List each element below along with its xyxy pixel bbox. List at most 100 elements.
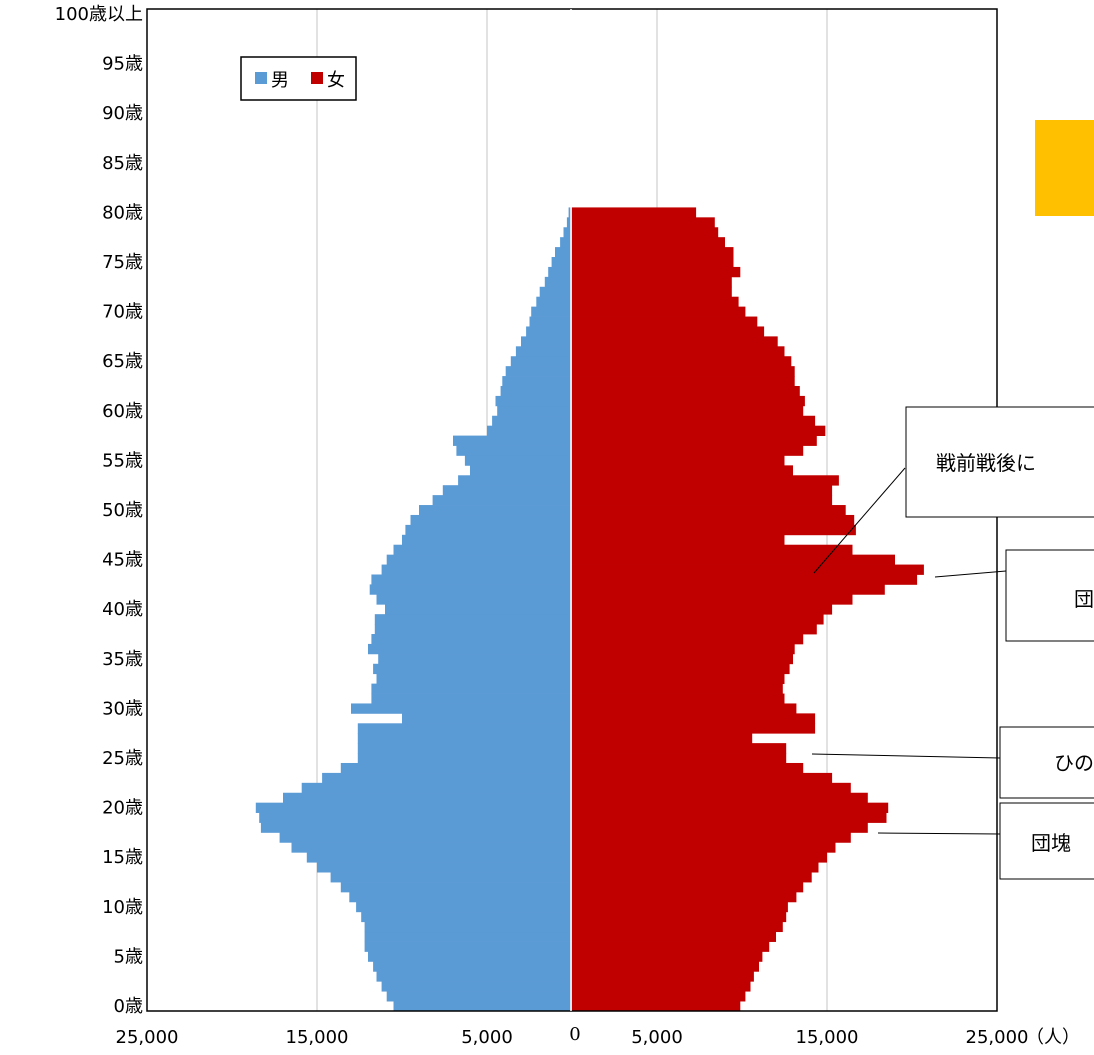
y-tick-label: 95歳: [102, 54, 143, 75]
bar-female-age-32: [572, 683, 783, 694]
bar-female-age-66: [572, 346, 785, 357]
annotation-box-2: [1005, 549, 1094, 642]
bar-female-age-74: [572, 266, 741, 278]
bar-male-age-34: [373, 663, 572, 675]
bar-male-age-49: [410, 514, 572, 526]
bar-female-age-10: [572, 901, 788, 913]
bar-female-age-76: [572, 247, 734, 258]
bar-male-age-59: [492, 415, 572, 427]
bar-male-age-43: [371, 574, 572, 585]
bar-female-age-72: [572, 286, 732, 298]
bar-female-age-23: [572, 772, 833, 784]
bar-female-age-3: [572, 971, 754, 982]
x-tick-label-right: 15,000: [796, 1027, 859, 1048]
bar-male-age-2: [381, 981, 572, 992]
bar-male-age-38: [374, 624, 572, 635]
bar-male-age-48: [405, 524, 572, 536]
bar-male-age-10: [356, 901, 572, 913]
bar-male-age-11: [349, 891, 572, 903]
bar-male-age-21: [283, 792, 572, 804]
bar-male-age-53: [458, 475, 572, 486]
bar-female-age-9: [572, 911, 787, 923]
bar-female-age-36: [572, 643, 795, 655]
y-tick-label: 100歳以上: [55, 4, 143, 25]
bar-female-age-12: [572, 882, 804, 893]
y-tick-label: 40歳: [102, 599, 143, 620]
bar-female-age-53: [572, 475, 839, 486]
bar-female-age-71: [572, 296, 739, 308]
bar-female-age-64: [572, 366, 795, 377]
bar-male-age-61: [495, 395, 572, 407]
bar-female-age-42: [572, 584, 885, 595]
bar-male-age-79: [566, 217, 572, 228]
y-tick-label: 30歳: [102, 698, 143, 719]
bar-male-age-52: [442, 485, 572, 496]
bar-male-age-15: [306, 852, 572, 863]
x-axis-unit-label: （人）: [1026, 1027, 1080, 1048]
bar-female-age-52: [572, 485, 833, 496]
bar-male-age-64: [505, 366, 572, 377]
annotation-callout-2: 団: [934, 549, 1094, 642]
bar-female-age-57: [572, 435, 817, 446]
y-tick-label: 0歳: [114, 996, 143, 1017]
bar-male-age-5: [368, 951, 572, 962]
bar-male-age-54: [470, 465, 572, 476]
bar-male-age-7: [364, 931, 572, 942]
bar-male-age-72: [539, 286, 572, 298]
bar-male-age-33: [376, 673, 572, 685]
orange-marker-box: [1035, 120, 1094, 216]
bar-female-age-7: [572, 931, 776, 942]
y-tick-label: 45歳: [102, 550, 143, 571]
bar-female-age-61: [572, 395, 805, 407]
annotation-leader-1: [813, 467, 906, 574]
bar-male-age-29: [402, 713, 572, 724]
bar-male-age-65: [510, 356, 572, 367]
bar-female-age-34: [572, 663, 790, 675]
bar-female-age-41: [572, 594, 853, 605]
bar-female-age-19: [572, 812, 887, 823]
y-tick-label: 60歳: [102, 401, 143, 422]
bar-female-age-69: [572, 316, 758, 327]
bar-female-age-78: [572, 227, 719, 238]
bar-male-age-58: [487, 425, 572, 436]
bar-female-age-24: [572, 762, 804, 774]
y-tick-label: 50歳: [102, 500, 143, 521]
bar-female-age-59: [572, 415, 816, 427]
bar-male-age-16: [291, 842, 572, 853]
bar-male-age-14: [317, 862, 572, 873]
bar-female-age-48: [572, 524, 856, 536]
bar-male-age-17: [279, 832, 572, 843]
bar-male-age-73: [544, 276, 572, 288]
annotation-callout-1: 戦前戦後に: [813, 406, 1094, 574]
bar-female-age-14: [572, 862, 819, 873]
bar-male-age-56: [456, 445, 572, 456]
bar-female-age-65: [572, 356, 792, 367]
bar-female-age-54: [572, 465, 793, 476]
bar-male-age-45: [386, 554, 572, 565]
bar-male-age-32: [371, 683, 572, 694]
legend-label-male: 男: [271, 70, 289, 91]
bar-female-age-60: [572, 405, 804, 417]
bar-male-age-1: [386, 991, 572, 1002]
annotation-callout-4: 団塊: [877, 802, 1094, 880]
bar-male-age-60: [497, 405, 572, 417]
bar-female-age-35: [572, 653, 793, 665]
bars-female-series: [572, 207, 924, 1012]
bar-male-age-39: [374, 614, 572, 625]
bar-male-age-51: [432, 495, 572, 506]
y-tick-label: 10歳: [102, 897, 143, 918]
bar-female-age-13: [572, 872, 812, 883]
bar-female-age-79: [572, 217, 715, 228]
bar-female-age-49: [572, 514, 855, 526]
bar-male-age-24: [340, 762, 572, 774]
y-tick-labels: 0歳 5歳 10歳 15歳 20歳 25歳 30歳 35歳 40歳 45歳 50歳 55歳 60歳 65歳…: [55, 4, 143, 1017]
bar-male-age-37: [371, 634, 572, 645]
bar-female-age-25: [572, 753, 787, 764]
bar-female-age-0: [572, 1001, 741, 1012]
y-tick-label: 35歳: [102, 649, 143, 670]
bar-male-age-63: [502, 376, 572, 387]
bar-male-age-44: [381, 564, 572, 575]
bar-female-age-68: [572, 326, 765, 337]
y-tick-label: 75歳: [102, 252, 143, 273]
bar-male-age-19: [259, 812, 572, 823]
